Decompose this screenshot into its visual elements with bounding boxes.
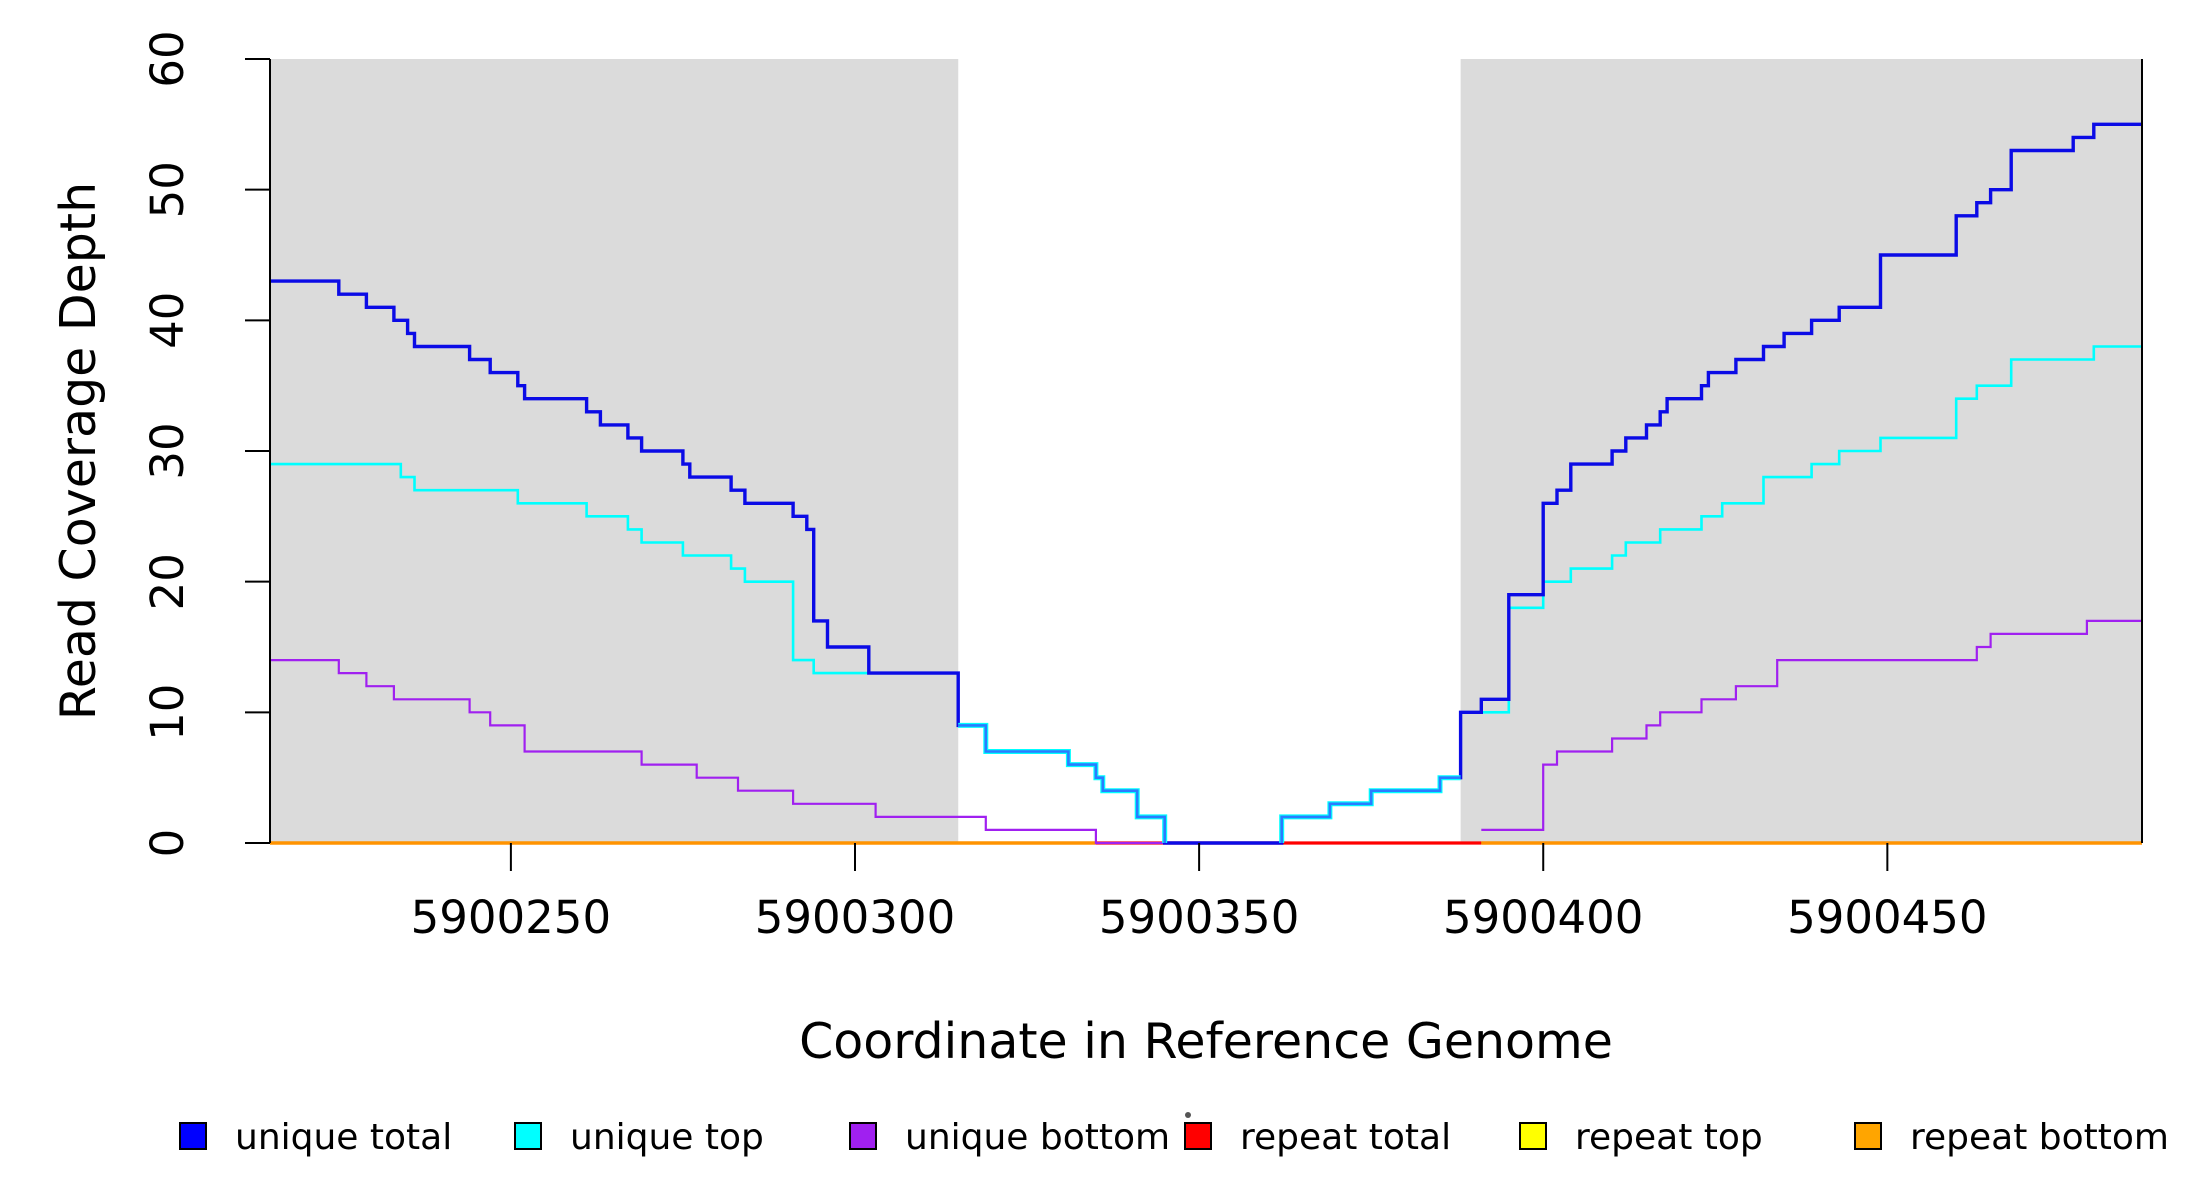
x-tick-label: 5900450 bbox=[1787, 891, 1987, 944]
legend-swatch-unique-bottom bbox=[849, 1122, 877, 1150]
gap-overlap-halo-left bbox=[958, 722, 1168, 843]
y-tick-label: 30 bbox=[141, 422, 194, 479]
axes: 5900250 5900300 5900350 5900400 5900450 0 10 20… bbox=[141, 30, 2143, 944]
legend-label-repeat-top: repeat top bbox=[1575, 1117, 1763, 1158]
annotations bbox=[1185, 1112, 1191, 1118]
legend: unique total unique top unique bottom repea… bbox=[179, 1117, 2169, 1158]
x-tick-label: 5900350 bbox=[1099, 891, 1299, 944]
unique-bottom-line-left bbox=[270, 659, 1282, 845]
legend-label-unique-bottom: unique bottom bbox=[905, 1117, 1170, 1158]
x-tick-label: 5900400 bbox=[1443, 891, 1643, 944]
y-tick-label: 60 bbox=[141, 30, 194, 87]
y-tick-label: 0 bbox=[141, 829, 194, 858]
gap-overlap-core-right bbox=[1280, 776, 1461, 843]
legend-swatch-unique-total bbox=[179, 1122, 207, 1150]
series-lines bbox=[270, 122, 2142, 845]
stray-mark bbox=[1185, 1112, 1191, 1118]
y-tick-label: 10 bbox=[141, 684, 194, 741]
legend-swatch-repeat-top bbox=[1519, 1122, 1547, 1150]
y-axis-title: Read Coverage Depth bbox=[50, 182, 107, 720]
legend-swatch-repeat-bottom bbox=[1854, 1122, 1882, 1150]
x-tick-label: 5900300 bbox=[755, 891, 955, 944]
y-tick-label: 50 bbox=[141, 161, 194, 218]
legend-swatch-unique-top bbox=[514, 1122, 542, 1150]
legend-label-unique-total: unique total bbox=[235, 1117, 452, 1158]
unique-bottom-line-right bbox=[1481, 619, 2142, 831]
x-tick-label: 5900250 bbox=[411, 891, 611, 944]
y-tick-label: 20 bbox=[141, 553, 194, 610]
shaded-bands bbox=[270, 59, 2142, 843]
legend-label-unique-top: unique top bbox=[570, 1117, 764, 1158]
unique-total-line bbox=[270, 122, 2142, 845]
gap-overlap-core-left bbox=[958, 724, 1166, 843]
gap-overlap-halo-right bbox=[1279, 775, 1461, 843]
left-unique-region bbox=[270, 59, 959, 843]
right-unique-region bbox=[1460, 59, 2142, 843]
legend-label-repeat-bottom: repeat bottom bbox=[1910, 1117, 2169, 1158]
y-tick-label: 40 bbox=[141, 292, 194, 349]
legend-swatch-repeat-total bbox=[1184, 1122, 1212, 1150]
legend-label-repeat-total: repeat total bbox=[1240, 1117, 1451, 1158]
x-axis-title: Coordinate in Reference Genome bbox=[799, 1013, 1613, 1070]
